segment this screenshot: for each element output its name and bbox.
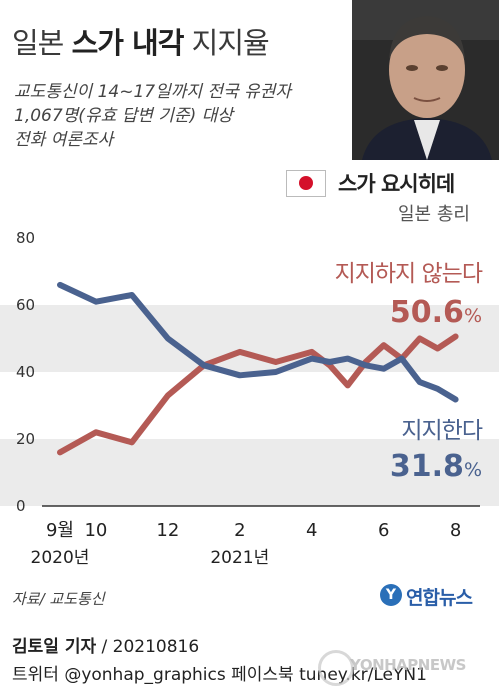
x-axis: 9월 10 12 2 4 6 8 2020년 2021년 bbox=[31, 520, 462, 568]
portrait-photo bbox=[352, 0, 499, 160]
x-tick-label: 12 bbox=[156, 520, 179, 541]
oppose-value-unit: % bbox=[464, 305, 482, 327]
survey-description: 교도통신이 14~17일까지 전국 유권자 1,067명(유효 답변 기준) 대… bbox=[14, 82, 292, 150]
yonhap-logo: Y 연합뉴스 bbox=[380, 582, 490, 609]
oppose-series-label: 지지하지 않는다 bbox=[335, 261, 483, 287]
series-lines bbox=[57, 281, 459, 456]
y-tick-label: 20 bbox=[16, 430, 35, 448]
y-tick-label: 0 bbox=[16, 497, 26, 515]
flag-disc bbox=[299, 176, 313, 190]
year-label: 2020년 bbox=[31, 548, 90, 568]
politician-name: 스가 요시히데 bbox=[338, 172, 455, 196]
yonhap-logo-icon: Y bbox=[380, 584, 402, 606]
politician-role: 일본 총리 bbox=[398, 204, 470, 225]
support-value-unit: % bbox=[464, 459, 482, 481]
oppose-latest-value: 50.6% bbox=[390, 295, 482, 330]
data-source: 자료/ 교도통신 bbox=[12, 590, 105, 608]
x-tick-label: 6 bbox=[378, 520, 389, 541]
publish-date: / 20210816 bbox=[101, 637, 200, 657]
year-label: 2021년 bbox=[210, 548, 269, 568]
x-tick-label: 10 bbox=[84, 520, 107, 541]
x-tick-label: 8 bbox=[450, 520, 461, 541]
oppose-value-number: 50.6 bbox=[390, 295, 464, 330]
watermark-icon bbox=[318, 650, 354, 686]
x-tick-label: 2 bbox=[234, 520, 245, 541]
support-value-number: 31.8 bbox=[390, 449, 464, 484]
support-series-line bbox=[57, 281, 459, 403]
grid-band bbox=[0, 439, 499, 506]
title-bold: 스가 내각 bbox=[71, 26, 185, 60]
reporter-name: 김토일 기자 bbox=[12, 637, 97, 657]
y-tick-label: 80 bbox=[16, 229, 35, 247]
support-latest-value: 31.8% bbox=[390, 449, 482, 484]
y-tick-label: 40 bbox=[16, 363, 35, 381]
title-prefix: 일본 bbox=[12, 26, 64, 60]
title-suffix: 지지율 bbox=[191, 26, 270, 60]
x-tick-label: 9월 bbox=[46, 520, 74, 541]
reporter-line: 김토일 기자 / 20210816 bbox=[12, 632, 199, 657]
y-tick-label: 60 bbox=[16, 296, 35, 314]
yonhap-logo-text: 연합뉴스 bbox=[406, 587, 473, 609]
x-tick-label: 4 bbox=[306, 520, 317, 541]
page-title: 일본 스가 내각 지지율 bbox=[12, 20, 270, 62]
japan-flag-icon bbox=[286, 170, 326, 197]
watermark-text: YONHAPNEWS bbox=[350, 656, 466, 674]
support-series-label: 지지한다 bbox=[401, 418, 482, 444]
y-axis: 0 20 40 60 80 bbox=[16, 229, 35, 515]
